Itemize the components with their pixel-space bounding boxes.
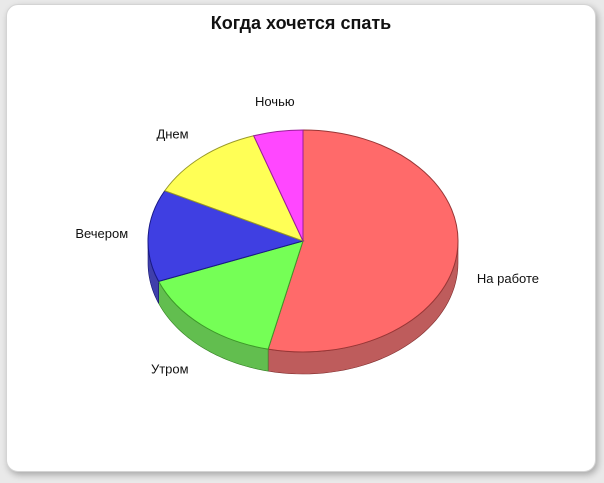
slice-3-label: Вечером [75,226,128,241]
chart-frame: Когда хочется спать На работе Утром Вечеро… [6,4,596,472]
pie-tops [148,130,458,352]
pie-chart: На работе Утром Вечером Днем Ночью [7,5,595,471]
slice-4-label: Днем [156,126,188,141]
slice-5-label: Ночью [255,94,295,109]
slice-1-label: На работе [477,271,539,286]
slice-2-label: Утром [151,362,189,377]
